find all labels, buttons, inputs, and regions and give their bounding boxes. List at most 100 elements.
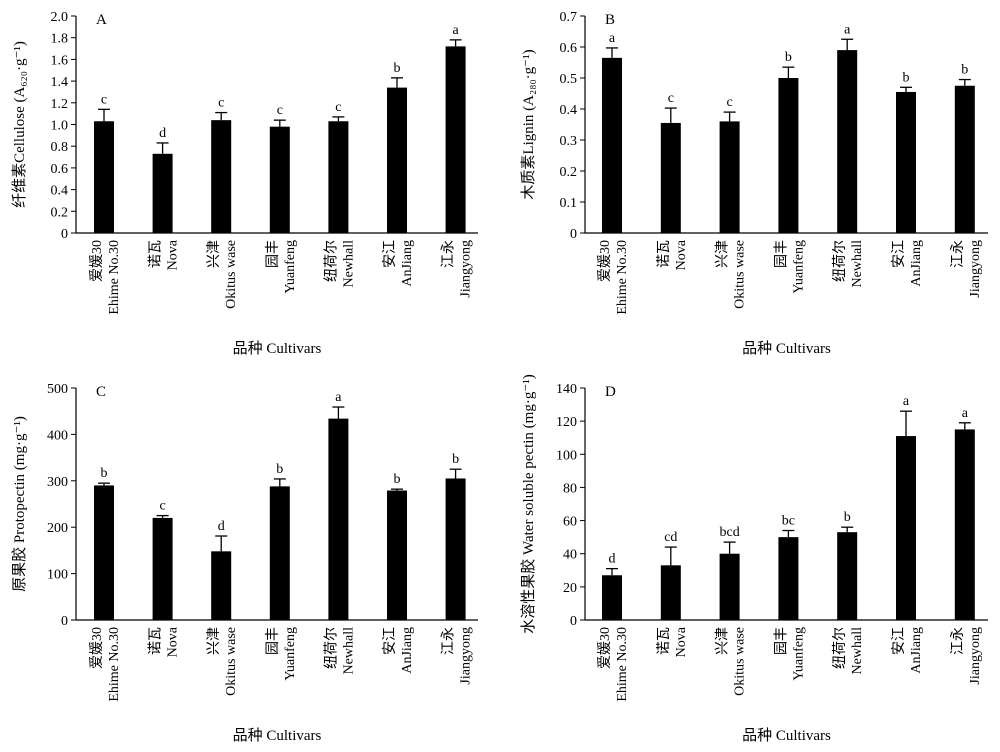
category-label-en: Okitus wase: [733, 240, 748, 309]
bar: [94, 485, 114, 620]
bar: [660, 565, 681, 620]
bar: [954, 429, 975, 620]
y-tick-label: 0: [570, 227, 577, 242]
y-tick-label: 0: [61, 227, 68, 242]
y-tick-label: 0.2: [560, 165, 578, 180]
category-label-en: Okitus wase: [224, 627, 239, 696]
y-tick-label: 0.6: [51, 162, 69, 177]
bar: [152, 153, 173, 233]
bar: [837, 50, 858, 233]
significance-letter: c: [668, 91, 674, 106]
bar: [719, 553, 740, 620]
category-label-en: Yuanfeng: [791, 240, 806, 294]
category-label-cn: 江永: [950, 627, 966, 655]
category-label-en: Newhall: [850, 627, 865, 675]
panel-b: 0 0.1 0.2 0.3 0.4 0.5 0.6 0.7 B 木质素Lignin (A₂₈₀·g…: [520, 10, 988, 357]
category-label-en: Newhall: [850, 240, 865, 288]
category-label-cn: 园丰: [773, 627, 789, 655]
y-tick-label: 2.0: [51, 10, 69, 25]
y-tick-label: 0.4: [560, 103, 578, 118]
significance-letter: c: [159, 499, 165, 514]
category-label-cn: 安江: [382, 240, 398, 268]
significance-letter: b: [785, 50, 792, 65]
y-axis-title: 纤维素Cellulose (A₆₂₀·g⁻¹): [11, 41, 28, 208]
significance-letter: c: [726, 95, 732, 110]
y-tick-label: 120: [556, 415, 577, 430]
significance-letter: cd: [664, 530, 677, 545]
bar: [954, 85, 975, 233]
category-label-cn: 纽荷尔: [323, 627, 339, 669]
y-axis-title: 木质素Lignin (A₂₈₀·g⁻¹): [520, 49, 537, 199]
category-label-cn: 爱媛30: [89, 240, 105, 282]
y-tick-label: 80: [563, 481, 577, 496]
category-label-cn: 纽荷尔: [323, 240, 339, 282]
significance-letter: a: [962, 406, 969, 421]
category-label-en: Okitus wase: [733, 627, 748, 696]
category-label-cn: 兴津: [206, 240, 222, 268]
significance-letter: bc: [782, 514, 795, 529]
category-label-cn: 纽荷尔: [832, 627, 848, 669]
y-tick-label: 0.6: [560, 41, 578, 56]
significance-letter: a: [844, 22, 851, 37]
category-label-en: Ehime No.30: [615, 240, 630, 315]
significance-letter: d: [218, 519, 225, 534]
y-tick-label: 200: [47, 521, 68, 536]
y-tick-label: 0.1: [560, 196, 578, 211]
panel-d: 0 20 40 60 80 100 120 140 D 水溶性果胶 Water soluble p…: [520, 374, 988, 744]
significance-letter: b: [394, 472, 401, 487]
bar: [387, 490, 407, 620]
bar: [152, 517, 173, 620]
y-tick-label: 1.6: [51, 53, 69, 68]
panel-label: D: [605, 384, 616, 400]
bar: [896, 436, 916, 620]
category-label-cn: 爱媛30: [597, 627, 613, 669]
category-label-en: Jiangyong: [459, 240, 474, 298]
category-label-cn: 江永: [950, 240, 966, 268]
category-label-cn: 纽荷尔: [832, 240, 848, 282]
y-tick-label: 0.5: [560, 72, 578, 87]
y-tick-label: 140: [556, 382, 577, 397]
panel-a: 0 0.2 0.4 0.6 0.8 1.0 1.2 1.4 1.6 1.8 2.0 A 纤维素Cellu…: [11, 10, 478, 357]
category-label-cn: 安江: [891, 240, 907, 268]
significance-letter: a: [609, 31, 616, 46]
significance-letter: a: [903, 394, 910, 409]
panel-label: C: [96, 384, 106, 400]
category-label-en: AnJiang: [909, 627, 924, 674]
y-tick-label: 0: [61, 614, 68, 629]
significance-letter: b: [394, 61, 401, 76]
y-tick-label: 60: [563, 515, 577, 530]
category-label-en: Yuanfeng: [283, 627, 298, 681]
category-label-en: Jiangyong: [968, 627, 983, 685]
panel-label: B: [605, 12, 615, 28]
bar: [94, 121, 114, 233]
category-label-cn: 江永: [441, 240, 457, 268]
bar: [837, 532, 858, 620]
category-label-en: Ehime No.30: [107, 240, 122, 315]
significance-letter: b: [903, 70, 910, 85]
bar: [778, 78, 799, 233]
category-label-cn: 兴津: [715, 627, 731, 655]
y-tick-label: 0.8: [51, 140, 69, 155]
x-axis-title: 品种 Cultivars: [233, 340, 322, 357]
bar: [602, 57, 622, 233]
bar: [387, 87, 407, 233]
significance-letter: c: [101, 92, 107, 107]
significance-letter: a: [452, 23, 459, 38]
y-tick-label: 1.4: [51, 75, 69, 90]
category-label-cn: 园丰: [265, 240, 281, 268]
significance-letter: b: [276, 462, 283, 477]
category-label-en: Jiangyong: [459, 627, 474, 685]
significance-letter: c: [277, 103, 283, 118]
y-tick-label: 0.2: [51, 205, 69, 220]
y-tick-label: 400: [47, 428, 68, 443]
y-tick-label: 100: [47, 568, 68, 583]
category-label-cn: 兴津: [715, 240, 731, 268]
significance-letter: b: [452, 452, 459, 467]
bar: [719, 121, 740, 233]
y-tick-label: 500: [47, 382, 68, 397]
category-label-en: Nova: [166, 239, 181, 270]
y-tick-label: 100: [556, 448, 577, 463]
significance-letter: d: [609, 552, 616, 567]
y-axis-title: 原果胶 Protopectin (mg·g⁻¹): [11, 416, 28, 592]
bar: [211, 120, 232, 233]
